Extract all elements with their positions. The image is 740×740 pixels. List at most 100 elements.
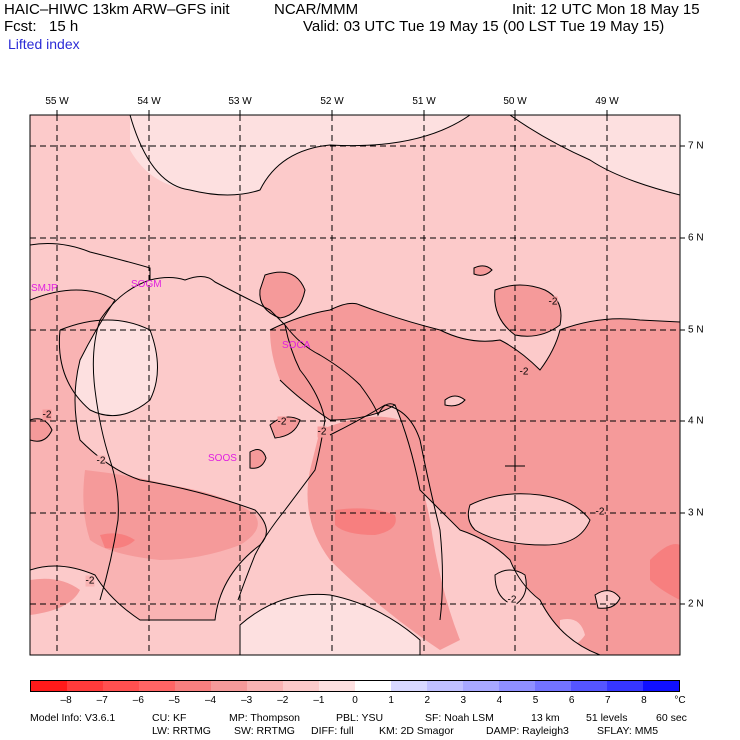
colorbar-swatch	[175, 681, 211, 691]
colorbar-tick-label: 3	[460, 695, 467, 706]
colorbar-unit: °C	[674, 695, 686, 706]
lat-label: 6 N	[688, 232, 704, 244]
coast-and-borders	[30, 243, 443, 621]
lat-label: 2 N	[688, 598, 704, 610]
colorbar-tick-label: 1	[388, 695, 394, 706]
colorbar-swatch	[355, 681, 391, 691]
colorbar-swatch	[607, 681, 643, 691]
field-light-patch-b	[495, 570, 527, 605]
field-darker-east	[650, 544, 680, 600]
field-light-patch-a	[468, 493, 590, 545]
lat-label: 3 N	[688, 507, 704, 519]
colorbar-swatch	[31, 681, 67, 691]
info-sw: SW: RRTMG	[234, 725, 295, 737]
colorbar-tick-label: –8	[60, 695, 72, 706]
border-line	[92, 279, 151, 601]
field-dark-blob-a	[259, 272, 305, 318]
colorbar	[30, 680, 680, 692]
info-mp: MP: Thompson	[229, 712, 301, 724]
station-label: SOGM	[131, 279, 162, 290]
organization: NCAR/MMM	[274, 1, 359, 18]
colorbar-swatch	[643, 681, 679, 691]
colorbar-tick-label: –7	[96, 695, 108, 706]
field-dark-blob-f	[30, 418, 52, 442]
colorbar-swatch	[283, 681, 319, 691]
colorbar-swatch	[139, 681, 175, 691]
field-light-patch-e	[445, 396, 465, 406]
field-light-northeast	[510, 115, 680, 195]
field-dark-blob-b	[494, 285, 561, 337]
field-name: Lifted index	[8, 36, 80, 52]
colorbar-swatch	[319, 681, 355, 691]
info-km: KM: 2D Smagor	[379, 725, 454, 737]
border-line	[237, 324, 326, 601]
info-levels: 51 levels	[586, 712, 628, 724]
field-dark-sw-tip	[30, 578, 80, 615]
lon-label: 55 W	[45, 96, 69, 107]
contour-line	[30, 418, 53, 442]
info-model: Model Info: V3.6.1	[30, 712, 116, 724]
contour-line	[444, 395, 466, 407]
contour-line	[249, 449, 267, 469]
field-darker-sw	[100, 533, 135, 549]
station-label: SOCA	[282, 340, 311, 351]
map-frame	[29, 114, 681, 656]
contour-line	[259, 271, 306, 319]
colorbar-tick-label: 4	[496, 695, 503, 706]
contour-value-label: -2	[85, 575, 95, 587]
info-diff: DIFF: full	[311, 725, 354, 737]
contour-value-label: -2	[317, 426, 327, 438]
field-dark-central	[307, 416, 460, 650]
colorbar-tick-label: 6	[568, 695, 575, 706]
valid-time: Valid: 03 UTC Tue 19 May 15 (00 LST Tue …	[303, 18, 665, 35]
colorbar-swatch	[211, 681, 247, 691]
colorbar-tick-label: –3	[241, 695, 253, 706]
info-res: 13 km	[531, 712, 560, 724]
info-sflay: SFLAY: MM5	[597, 725, 659, 737]
colorbar-tick-label: 7	[604, 695, 611, 706]
colorbar-tick-label: 5	[532, 695, 539, 706]
contour-line	[594, 590, 621, 609]
info-timestep: 60 sec	[656, 712, 687, 724]
init-time: Init: 12 UTC Mon 18 May 15	[512, 1, 700, 18]
axis-ticks	[56, 110, 685, 605]
colorbar-tick-label: 0	[352, 695, 358, 706]
info-lw: LW: RRTMG	[152, 725, 211, 737]
colorbar-swatch	[571, 681, 607, 691]
colorbar-tick-label: 8	[641, 695, 647, 706]
lat-lon-grid	[30, 115, 680, 655]
contour-line	[467, 493, 591, 546]
colorbar-swatch	[247, 681, 283, 691]
contour-line	[279, 379, 601, 655]
coastline	[30, 243, 396, 417]
contour-line	[58, 319, 158, 417]
field-light-patch-c	[560, 619, 585, 647]
field-dark-east	[270, 303, 680, 655]
contour-value-label: -2	[42, 409, 52, 421]
field-darker-central	[335, 508, 396, 535]
contour-value-label: -2	[96, 455, 106, 467]
contour-line	[239, 593, 421, 655]
lon-label: 51 W	[412, 96, 436, 107]
lon-label: 49 W	[595, 96, 619, 107]
forecast-hour: Fcst: 15 h	[4, 18, 79, 35]
info-pbl: PBL: YSU	[336, 712, 384, 724]
colorbar-tick-label: –5	[168, 695, 180, 706]
colorbar-tick-label: 2	[424, 695, 430, 706]
field-light-south	[240, 594, 420, 655]
lat-label: 7 N	[688, 140, 704, 152]
colorbar-swatch	[535, 681, 571, 691]
lon-label: 52 W	[320, 96, 344, 107]
lat-label: 5 N	[688, 324, 704, 336]
colorbar-tick-label: –2	[277, 695, 289, 706]
contour-line	[494, 284, 562, 337]
info-cu: CU: KF	[152, 712, 187, 724]
colorbar-tick-label: –1	[313, 695, 325, 706]
contour-value-label: -2	[548, 296, 558, 308]
info-sf: SF: Noah LSM	[425, 712, 494, 724]
colorbar-tick-label: –6	[132, 695, 144, 706]
info-damp: DAMP: Rayleigh3	[486, 725, 569, 737]
contour-line	[509, 115, 680, 196]
colorbar-tick-label: –4	[204, 695, 217, 706]
